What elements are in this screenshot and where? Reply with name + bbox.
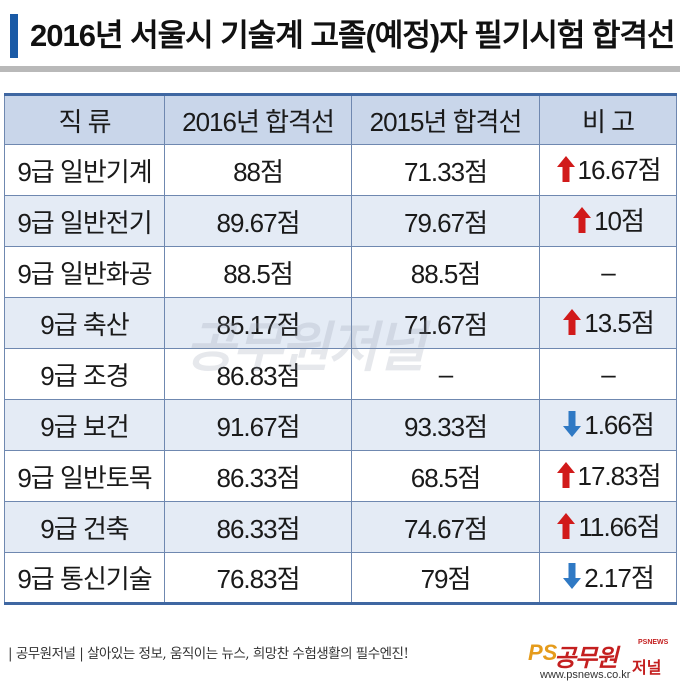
diff-value: 13.5점 [562, 303, 655, 340]
cell-y2015: 68.5점 [351, 450, 540, 502]
diff-text: 16.67점 [577, 155, 662, 186]
cell-y2015: 88.5점 [351, 246, 540, 298]
cell-job: 9급 축산 [4, 297, 165, 349]
diff-text: 13.5점 [584, 308, 655, 339]
cell-note: – [539, 348, 677, 400]
footer-tagline: | 공무원저널 | 살아있는 정보, 움직이는 뉴스, 희망찬 수험생활의 필수… [8, 646, 409, 662]
logo-ps-mark: PS [528, 640, 558, 665]
table-row: 9급 일반화공 88.5점 88.5점 – [4, 246, 677, 298]
logo-tag: PSNEWS [638, 639, 669, 646]
cell-note: 10점 [539, 195, 677, 247]
brand-logo: PS 공무원 PSNEWS 저널 www.psnews.co.kr [528, 638, 678, 682]
cell-note: 16.67점 [539, 144, 677, 196]
cell-job: 9급 일반전기 [4, 195, 165, 247]
table-row: 9급 일반기계 88점 71.33점 16.67점 [4, 144, 677, 196]
cell-job: 9급 보건 [4, 399, 165, 451]
diff-value: 11.66점 [556, 507, 661, 544]
diff-text: 11.66점 [578, 512, 660, 543]
cell-y2016: 86.33점 [164, 450, 352, 502]
cell-y2015: 93.33점 [351, 399, 540, 451]
cell-job: 9급 일반화공 [4, 246, 165, 298]
diff-value: 17.83점 [556, 456, 661, 493]
table-row: 9급 건축 86.33점 74.67점 11.66점 [4, 501, 677, 553]
table-row: 9급 일반토목 86.33점 68.5점 17.83점 [4, 450, 677, 502]
header-job: 직 류 [4, 93, 165, 145]
cell-y2016: 86.33점 [164, 501, 352, 553]
footer: | 공무원저널 | 살아있는 정보, 움직이는 뉴스, 희망찬 수험생활의 필수… [0, 632, 680, 687]
arrow-up-icon [557, 512, 576, 539]
diff-text: 1.66점 [584, 410, 655, 441]
cell-y2016: 88점 [164, 144, 352, 196]
logo-name: 공무원 [554, 645, 618, 672]
arrow-up-icon [573, 206, 592, 233]
cell-job: 9급 일반기계 [4, 144, 165, 196]
table-row: 9급 조경 86.83점 – – [4, 348, 677, 400]
cell-y2015: – [351, 348, 540, 400]
diff-text: 2.17점 [584, 562, 655, 593]
diff-value: 10점 [572, 201, 645, 238]
cell-y2015: 71.33점 [351, 144, 540, 196]
title-underline [0, 66, 680, 72]
cell-note: – [539, 246, 677, 298]
diff-value: 2.17점 [562, 558, 655, 595]
table-row: 9급 축산 85.17점 71.67점 13.5점 [4, 297, 677, 349]
page-title: 2016년 서울시 기술계 고졸(예정)자 필기시험 합격선 [30, 18, 676, 53]
cell-y2016: 86.83점 [164, 348, 352, 400]
cell-y2015: 71.67점 [351, 297, 540, 349]
diff-text: 17.83점 [577, 461, 662, 492]
cell-y2015: 79점 [351, 552, 540, 605]
cell-job: 9급 조경 [4, 348, 165, 400]
logo-sub: 저널 [632, 660, 662, 677]
cell-job: 9급 일반토목 [4, 450, 165, 502]
cell-note: 2.17점 [539, 552, 677, 605]
arrow-up-icon [556, 155, 575, 182]
cell-job: 9급 통신기술 [4, 552, 165, 605]
title-bar: 2016년 서울시 기술계 고졸(예정)자 필기시험 합격선 [0, 0, 680, 72]
arrow-down-icon [563, 563, 582, 590]
cell-y2016: 88.5점 [164, 246, 352, 298]
cell-y2016: 89.67점 [164, 195, 352, 247]
pass-score-table: 직 류 2016년 합격선 2015년 합격선 비 고 9급 일반기계 88점 71… [4, 93, 677, 605]
table-row: 9급 일반전기 89.67점 79.67점 10점 [4, 195, 677, 247]
arrow-up-icon [556, 461, 575, 488]
cell-note: 13.5점 [539, 297, 677, 349]
cell-y2016: 85.17점 [164, 297, 352, 349]
header-2016: 2016년 합격선 [164, 93, 352, 145]
cell-note: 17.83점 [539, 450, 677, 502]
cell-note: 1.66점 [539, 399, 677, 451]
header-2015: 2015년 합격선 [351, 93, 540, 145]
cell-job: 9급 건축 [4, 501, 165, 553]
cell-y2015: 74.67점 [351, 501, 540, 553]
diff-value: 16.67점 [556, 150, 661, 187]
arrow-up-icon [563, 308, 582, 335]
logo-url: www.psnews.co.kr [540, 669, 631, 681]
diff-text: – [601, 256, 616, 287]
diff-value: 1.66점 [562, 405, 655, 442]
cell-y2016: 91.67점 [164, 399, 352, 451]
table-row: 9급 통신기술 76.83점 79점 2.17점 [4, 552, 677, 605]
arrow-down-icon [563, 410, 582, 437]
cell-y2016: 76.83점 [164, 552, 352, 605]
diff-value: – [601, 256, 616, 288]
table-row: 9급 보건 91.67점 93.33점 1.66점 [4, 399, 677, 451]
table-header-row: 직 류 2016년 합격선 2015년 합격선 비 고 [4, 93, 677, 145]
header-note: 비 고 [539, 93, 677, 145]
diff-text: – [601, 358, 616, 389]
cell-y2015: 79.67점 [351, 195, 540, 247]
title-accent-bar [10, 14, 18, 58]
cell-note: 11.66점 [539, 501, 677, 553]
diff-value: – [601, 358, 616, 390]
diff-text: 10점 [594, 206, 645, 237]
